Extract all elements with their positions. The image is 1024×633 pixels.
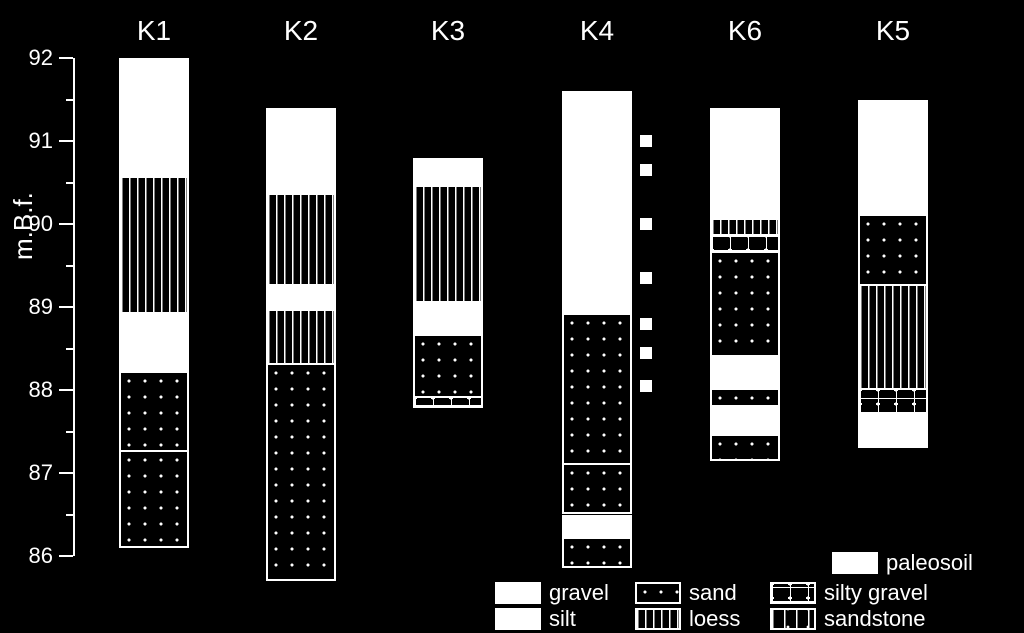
layer-sand <box>119 452 189 547</box>
layer-sand <box>710 253 780 357</box>
y-tick-label: 88 <box>29 377 53 403</box>
layer-sand <box>562 465 632 515</box>
layer-loess <box>710 220 780 237</box>
layer-loess <box>119 178 189 313</box>
layer-silt-dash <box>710 407 780 436</box>
y-axis: 86878889909192 <box>45 58 75 556</box>
legend-label: sandstone <box>824 606 926 632</box>
layer-sand <box>119 373 189 452</box>
sample-marker <box>640 347 652 359</box>
layer-sand <box>858 216 928 287</box>
layer-sand <box>562 539 632 568</box>
layer-silt-dash <box>562 137 632 195</box>
layer-paleosoil <box>858 100 928 201</box>
layer-paleosoil <box>266 286 336 311</box>
layer-silt-dash <box>562 515 632 540</box>
layer-silty-gravel <box>710 236 780 253</box>
layer-paleosoil <box>562 195 632 315</box>
layer-silt-dash <box>710 357 780 390</box>
layer-silt-dash <box>858 415 928 448</box>
column-label-K6: K6 <box>728 15 762 47</box>
layer-sand <box>413 336 483 398</box>
layer-paleosoil <box>266 108 336 145</box>
y-tick-label: 92 <box>29 45 53 71</box>
legend-label: gravel <box>549 580 609 606</box>
y-tick-label: 91 <box>29 128 53 154</box>
sample-marker <box>640 135 652 147</box>
y-tick-major <box>59 472 73 474</box>
layer-sand <box>266 365 336 581</box>
layer-loess <box>266 195 336 286</box>
legend-label: sand <box>689 580 737 606</box>
layer-paleosoil <box>562 91 632 137</box>
layer-silt-dash <box>119 108 189 179</box>
legend-swatch-sandstone <box>770 608 816 630</box>
layer-silty-gravel <box>858 390 928 415</box>
legend-item-silt-dash: silt <box>495 606 576 632</box>
y-tick-minor <box>66 265 73 267</box>
sample-marker <box>640 218 652 230</box>
layer-loess <box>413 187 483 303</box>
layer-sand <box>710 436 780 461</box>
legend-item-sandstone: sandstone <box>770 606 926 632</box>
legend-item-loess: loess <box>635 606 740 632</box>
layer-loess <box>858 286 928 390</box>
legend-label: silty gravel <box>824 580 928 606</box>
sample-marker <box>640 380 652 392</box>
column-label-K3: K3 <box>431 15 465 47</box>
layer-silty-gravel <box>413 398 483 408</box>
stratigraphic-columns-chart: m.B.f. 86878889909192 K1K2K3K4K6K5 grave… <box>0 0 1024 633</box>
legend-label: paleosoil <box>886 550 973 576</box>
sample-marker <box>640 164 652 176</box>
column-label-K2: K2 <box>284 15 318 47</box>
layer-sand <box>710 390 780 407</box>
y-tick-minor <box>66 182 73 184</box>
y-tick-minor <box>66 514 73 516</box>
y-tick-major <box>59 555 73 557</box>
y-tick-label: 90 <box>29 211 53 237</box>
legend-swatch-silty-gravel <box>770 582 816 604</box>
column-label-K4: K4 <box>580 15 614 47</box>
layer-silt-dash <box>413 303 483 336</box>
y-tick-minor <box>66 431 73 433</box>
legend-item-silty-gravel: silty gravel <box>770 580 928 606</box>
legend-label: silt <box>549 606 576 632</box>
layer-silt-dash <box>266 145 336 195</box>
column-label-K5: K5 <box>876 15 910 47</box>
legend-swatch-loess <box>635 608 681 630</box>
column-label-K1: K1 <box>137 15 171 47</box>
y-tick-label: 89 <box>29 294 53 320</box>
y-tick-minor <box>66 348 73 350</box>
legend-swatch-paleosoil <box>832 552 878 574</box>
layer-paleosoil <box>413 158 483 170</box>
legend-item-gravel: gravel <box>495 580 609 606</box>
y-tick-major <box>59 389 73 391</box>
y-tick-major <box>59 306 73 308</box>
y-tick-major <box>59 57 73 59</box>
layer-paleosoil <box>710 108 780 141</box>
legend-swatch-sand <box>635 582 681 604</box>
legend-item-paleosoil: paleosoil <box>832 550 973 576</box>
y-tick-minor <box>66 99 73 101</box>
layer-silt-dash <box>858 201 928 216</box>
layer-silt-dash <box>119 314 189 374</box>
legend-item-sand: sand <box>635 580 737 606</box>
sample-marker <box>640 272 652 284</box>
legend-label: loess <box>689 606 740 632</box>
sample-marker <box>640 318 652 330</box>
layer-silt-dash <box>413 170 483 187</box>
y-tick-major <box>59 140 73 142</box>
layer-sand <box>562 315 632 464</box>
legend-swatch-gravel <box>495 582 541 604</box>
layer-loess <box>266 311 336 365</box>
layer-silt-dash <box>710 141 780 220</box>
y-tick-label: 87 <box>29 460 53 486</box>
y-tick-label: 86 <box>29 543 53 569</box>
legend-swatch-silt-dash <box>495 608 541 630</box>
layer-paleosoil <box>119 58 189 108</box>
y-tick-major <box>59 223 73 225</box>
